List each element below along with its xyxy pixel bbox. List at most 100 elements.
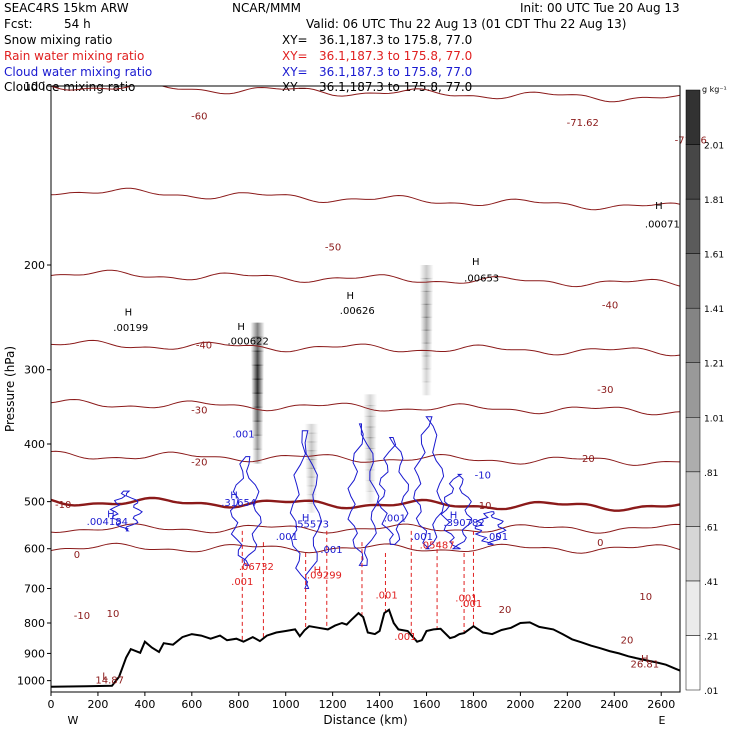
colorbar-bin-5: [685, 362, 701, 418]
colorbar-bin-1: [685, 580, 701, 636]
colorbar-label-3: .61: [704, 523, 718, 533]
colorbar-bin-3: [685, 471, 701, 527]
y-tick-label-7: 800: [24, 617, 45, 630]
plot-frame: [50, 85, 681, 693]
annotation-0: L: [102, 672, 108, 683]
annotation-3: 26.81: [630, 659, 659, 670]
x-tick-label-12: 2400: [600, 698, 628, 711]
annotation-21: .390782: [443, 518, 484, 529]
isotherm-label-13: 0: [597, 538, 603, 549]
model-title: SEAC4RS 15km ARW: [4, 1, 129, 15]
annotation-15: .004184: [87, 517, 128, 528]
annotation-19: .55573: [294, 520, 329, 531]
colorbar-label-4: .81: [704, 469, 718, 479]
isotherm-label-11: -20: [578, 454, 594, 465]
annotation-20: H: [450, 511, 458, 522]
annotation-5: .00199: [113, 323, 148, 334]
valid-time: Valid: 06 UTC Thu 22 Aug 13 (01 CDT Thu …: [306, 17, 627, 31]
west-label: W: [68, 714, 79, 727]
x-axis-title: Distance (km): [323, 713, 407, 727]
colorbar-label-9: 1.81: [704, 196, 724, 206]
y-axis-title: Pressure (hPa): [3, 346, 17, 432]
isotherm-label-7: 10: [107, 609, 120, 620]
y-tick-label-0: 100: [24, 80, 45, 93]
colorbar-bin-4: [685, 417, 701, 473]
x-tick-label-11: 2200: [553, 698, 581, 711]
annotation-22: .001: [232, 429, 254, 440]
isotherm--10: [51, 450, 680, 466]
x-tick-label-13: 2600: [647, 698, 675, 711]
annotation-9: .00626: [340, 306, 375, 317]
x-tick-label-9: 1800: [459, 698, 487, 711]
annotation-1: 14.87: [95, 676, 124, 687]
isotherm--20: [51, 398, 680, 416]
y-tick-label-1: 200: [24, 259, 45, 272]
isotherm--60: [51, 86, 680, 103]
annotation-28: -10: [475, 470, 491, 481]
x-tick-label-5: 1000: [272, 698, 300, 711]
annotation-14: H: [107, 510, 115, 521]
x-tick-label-1: 200: [87, 698, 108, 711]
ice-plume-0: [250, 322, 265, 464]
isotherm-label-15: 20: [499, 605, 512, 616]
isotherm--40: [51, 269, 680, 288]
y-tick-label-6: 700: [24, 583, 45, 596]
x-tick-label-10: 2000: [506, 698, 534, 711]
y-tick-label-4: 500: [24, 496, 45, 509]
isotherm-label-3: -30: [191, 406, 207, 417]
colorbar-unit: g kg⁻¹: [702, 85, 727, 94]
annotation-36: .001: [460, 599, 482, 610]
annotation-17: .31654: [221, 498, 256, 509]
annotation-11: .00653: [464, 273, 499, 284]
annotation-37: .001: [394, 632, 416, 643]
colorbar-label-6: 1.21: [704, 360, 724, 370]
isotherm-label-2: -40: [196, 340, 212, 351]
isotherm--30: [51, 339, 680, 357]
annotation-8: H: [346, 291, 354, 302]
cloud-water-contour-3: [377, 437, 410, 545]
isotherm-label-10: -30: [597, 385, 613, 396]
annotation-25: .001: [384, 514, 406, 525]
field-ice-xy: XY= 36.1,187.3 to 175.8, 77.0: [282, 80, 473, 94]
colorbar-bin-0: [685, 635, 701, 691]
isotherm-label-16: 20: [621, 635, 634, 646]
cloud-water-contour-7: [109, 490, 143, 532]
annotation-12: H: [655, 201, 663, 212]
colorbar-bin-9: [685, 144, 701, 200]
fcst-value: 54 h: [64, 17, 91, 31]
annotation-16: H: [230, 491, 238, 502]
isotherm-label-17: -71.62: [567, 118, 599, 129]
cloud-water-contour-1: [289, 430, 323, 589]
isotherm-label-4: -20: [191, 457, 207, 468]
annotation-23: .001: [276, 532, 298, 543]
cloud-water-contour-0: [229, 456, 262, 566]
x-tick-label-0: 0: [48, 698, 55, 711]
colorbar-label-8: 1.61: [704, 251, 724, 261]
ice-plume-2: [363, 394, 378, 503]
y-tick-label-9: 1000: [17, 675, 45, 688]
isotherm-label-1: -50: [325, 242, 341, 253]
colorbar-label-7: 1.41: [704, 305, 724, 315]
org-label: NCAR/MMM: [232, 1, 302, 15]
annotation-2: H: [641, 654, 649, 665]
colorbar-bin-10: [685, 89, 701, 145]
annotation-24: .001: [320, 545, 342, 556]
x-tick-label-4: 800: [228, 698, 249, 711]
ice-plume-3: [419, 265, 434, 396]
isotherm-0: [51, 496, 680, 512]
annotation-7: .000622: [227, 336, 268, 347]
annotation-33: .05487: [420, 541, 455, 552]
colorbar-label-10: 2.01: [704, 142, 724, 152]
colorbar-label-1: .21: [704, 632, 718, 642]
isotherm-label-14: 10: [639, 592, 652, 603]
isotherm-label-9: -40: [602, 300, 618, 311]
isotherm--50: [51, 187, 680, 211]
annotation-4: H: [125, 307, 133, 318]
annotation-26: .001: [411, 532, 433, 543]
annotation-29: .06732: [239, 562, 274, 573]
field-snow-name: Snow mixing ratio: [4, 33, 113, 47]
annotation-30: .001: [231, 577, 253, 588]
isotherm-label-8: -10: [74, 611, 90, 622]
colorbar-bin-7: [685, 253, 701, 309]
isotherm-label-0: -60: [191, 111, 207, 122]
